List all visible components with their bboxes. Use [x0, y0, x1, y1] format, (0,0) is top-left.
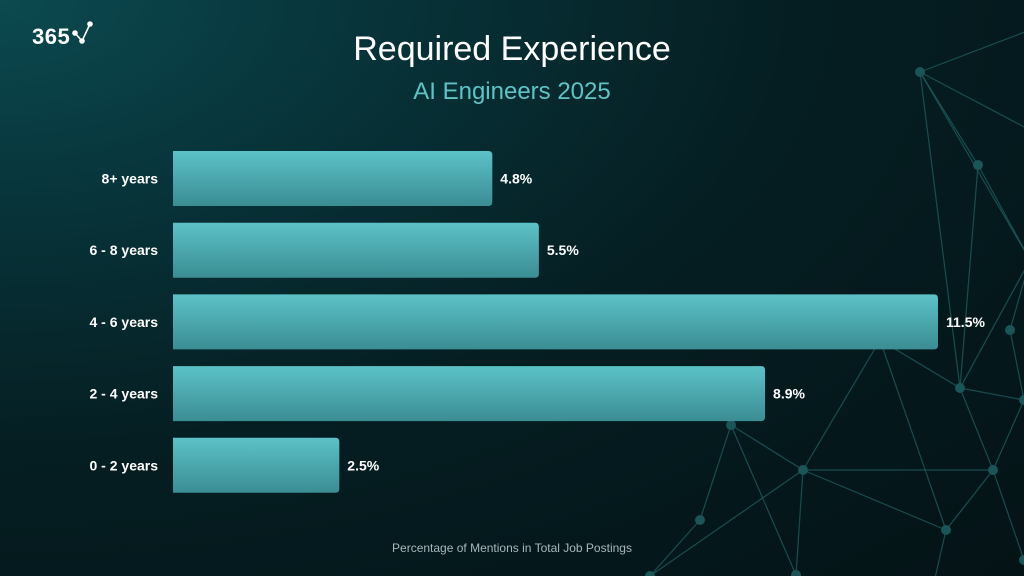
data-label: 8.9%	[773, 386, 805, 402]
network-edge	[802, 469, 947, 531]
network-edge	[1009, 329, 1024, 401]
check-network-icon	[72, 21, 94, 44]
network-node	[1005, 325, 1015, 335]
category-label: 2 - 4 years	[90, 386, 159, 402]
category-label: 8+ years	[102, 171, 159, 187]
network-edge	[1009, 278, 1024, 331]
network-node	[955, 383, 965, 393]
bar-6-8-years	[173, 222, 539, 278]
network-edge	[945, 469, 994, 531]
bar-0-2-years	[173, 437, 340, 493]
x-axis-label: Percentage of Mentions in Total Job Post…	[392, 541, 632, 555]
category-label: 6 - 8 years	[90, 242, 159, 258]
network-node	[988, 465, 998, 475]
network-edge	[992, 469, 1024, 561]
chart-title: Required Experience	[353, 30, 671, 68]
network-edge	[649, 469, 804, 576]
chart-subtitle: AI Engineers 2025	[413, 78, 611, 105]
network-node	[791, 570, 801, 576]
network-node	[973, 160, 983, 170]
network-edge	[992, 399, 1024, 471]
network-node	[645, 571, 655, 576]
network-edge	[934, 529, 947, 576]
network-edge	[977, 164, 1024, 251]
category-label: 4 - 6 years	[90, 314, 159, 330]
network-edge	[959, 387, 994, 471]
logo-text: 365	[32, 24, 71, 49]
data-label: 2.5%	[347, 457, 379, 473]
data-label: 4.8%	[500, 171, 532, 187]
network-edge	[699, 424, 732, 521]
network-edge	[959, 269, 1024, 389]
network-edge	[919, 31, 1024, 73]
network-edge	[730, 424, 804, 471]
network-edge	[919, 71, 961, 389]
network-edge	[959, 164, 979, 389]
network-edge	[959, 387, 1024, 401]
network-edge	[919, 71, 1024, 128]
network-node	[1019, 555, 1024, 565]
network-node	[726, 420, 736, 430]
bar-8-years	[173, 151, 493, 206]
network-edge	[795, 469, 804, 576]
brand-logo: 365	[32, 21, 94, 50]
data-label: 5.5%	[547, 242, 579, 258]
data-label: 11.5%	[946, 314, 985, 330]
network-edge	[879, 339, 947, 531]
network-node	[915, 67, 925, 77]
bar-2-4-years	[173, 366, 766, 422]
network-node	[695, 515, 705, 525]
category-label: 0 - 2 years	[90, 457, 159, 473]
network-edge	[649, 519, 701, 576]
network-node	[798, 465, 808, 475]
network-edge	[802, 339, 881, 471]
network-node	[941, 525, 951, 535]
network-node	[1019, 395, 1024, 405]
network-edge	[730, 424, 797, 576]
bar-4-6-years	[173, 294, 938, 350]
